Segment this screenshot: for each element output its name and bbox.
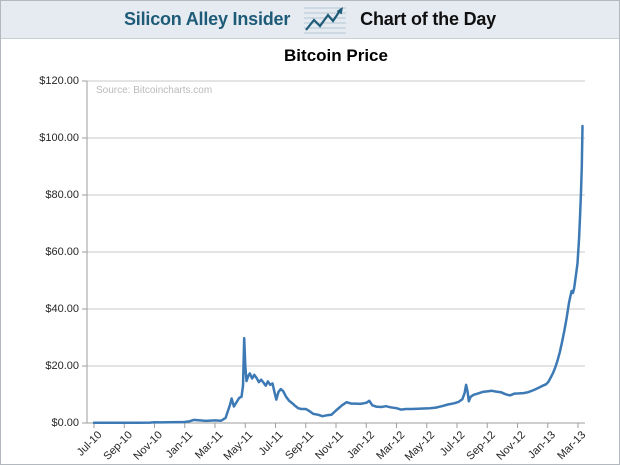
header-bar: Silicon Alley Insider Chart of the Day: [1, 1, 619, 39]
y-axis-label: $120.00: [39, 75, 79, 87]
y-axis-label: $60.00: [45, 246, 79, 258]
y-axis-label: $0.00: [51, 417, 79, 429]
brand-name: Silicon Alley Insider: [123, 9, 291, 29]
sparkline-icon: [304, 6, 347, 33]
y-axis-label: $20.00: [45, 360, 79, 372]
bitcoin-price-line: [92, 124, 584, 425]
y-axis-label: $80.00: [45, 189, 79, 201]
chart-title: Bitcoin Price: [284, 46, 388, 65]
header-title: Chart of the Day: [360, 9, 496, 29]
y-axis-label: $40.00: [45, 303, 79, 315]
y-axis-label: $100.00: [39, 132, 79, 144]
source-label: Source: Bitcoincharts.com: [96, 85, 213, 96]
